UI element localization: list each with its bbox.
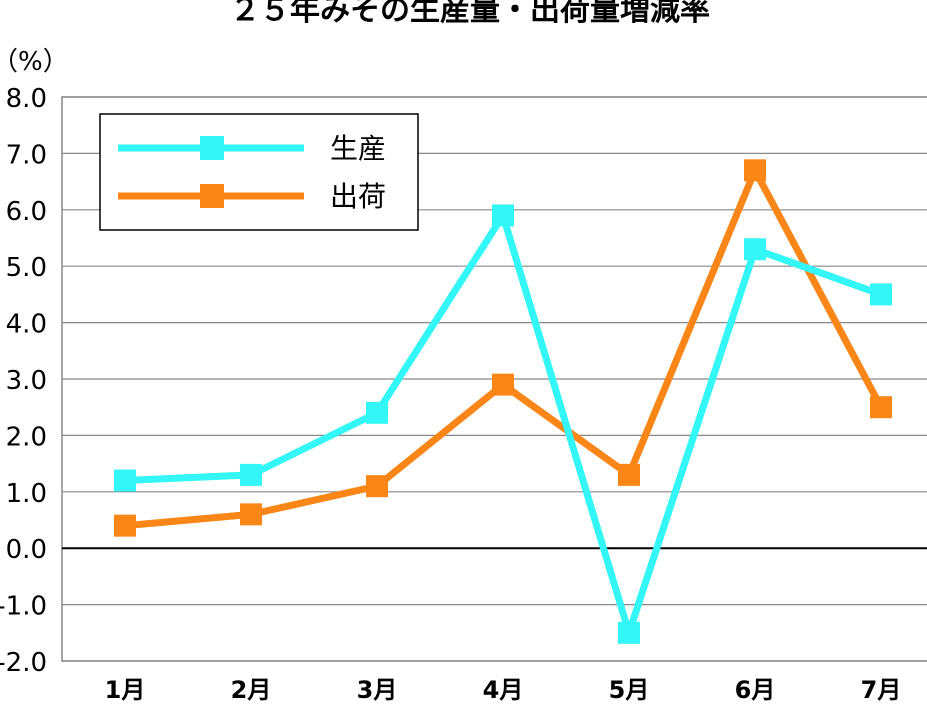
y-axis-unit-label: （%）	[0, 47, 69, 77]
legend-label: 生産	[330, 132, 386, 165]
x-tick-label: 5月	[609, 676, 650, 704]
legend-marker	[200, 136, 224, 160]
x-tick-label: 1月	[105, 676, 146, 704]
data-point-marker	[492, 373, 514, 396]
x-tick-label: 6月	[735, 676, 776, 704]
x-tick-label: 4月	[483, 676, 524, 704]
y-tick-label: 1.0	[6, 479, 47, 509]
data-point-marker	[240, 463, 262, 486]
x-tick-label: 2月	[231, 676, 272, 704]
y-tick-label: -2.0	[0, 648, 47, 678]
legend-box	[99, 113, 419, 231]
data-point-marker	[240, 503, 262, 526]
data-point-marker	[492, 204, 514, 227]
y-tick-label: 2.0	[6, 422, 47, 452]
chart-title: ２５年みその生産量・出荷量増減率	[230, 0, 710, 28]
data-point-marker	[744, 238, 766, 261]
y-tick-label: 3.0	[6, 366, 47, 396]
data-point-marker	[114, 469, 136, 492]
y-tick-label: 7.0	[6, 140, 47, 170]
data-point-marker	[366, 401, 388, 424]
data-point-marker	[870, 283, 892, 306]
y-tick-label: 6.0	[6, 197, 47, 227]
data-point-marker	[618, 463, 640, 486]
data-point-marker	[744, 159, 766, 182]
y-tick-label: 0.0	[6, 535, 47, 565]
y-tick-label: -1.0	[0, 592, 47, 622]
legend-label: 出荷	[330, 180, 386, 213]
y-tick-label: 4.0	[6, 310, 47, 340]
data-point-marker	[366, 475, 388, 498]
y-tick-label: 8.0	[6, 84, 47, 114]
legend-marker	[200, 184, 224, 208]
x-tick-label: 7月	[861, 676, 902, 704]
data-point-marker	[618, 621, 640, 644]
x-tick-label: 3月	[357, 676, 398, 704]
data-point-marker	[870, 396, 892, 419]
y-tick-label: 5.0	[6, 253, 47, 283]
data-point-marker	[114, 514, 136, 537]
